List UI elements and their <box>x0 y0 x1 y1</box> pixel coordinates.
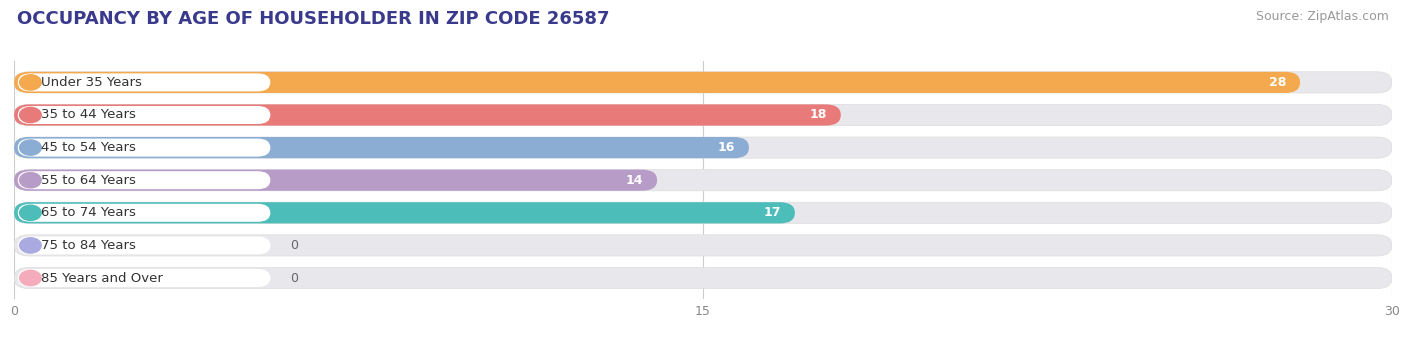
FancyBboxPatch shape <box>14 202 794 223</box>
FancyBboxPatch shape <box>18 171 270 189</box>
FancyBboxPatch shape <box>18 236 270 254</box>
Text: 75 to 84 Years: 75 to 84 Years <box>41 239 135 252</box>
FancyBboxPatch shape <box>18 106 270 124</box>
Text: 35 to 44 Years: 35 to 44 Years <box>41 108 135 121</box>
Text: Under 35 Years: Under 35 Years <box>41 76 142 89</box>
FancyBboxPatch shape <box>14 72 1392 93</box>
Text: 17: 17 <box>763 206 782 219</box>
FancyBboxPatch shape <box>14 268 1392 289</box>
Text: 85 Years and Over: 85 Years and Over <box>41 272 163 285</box>
FancyBboxPatch shape <box>14 137 749 158</box>
Text: 16: 16 <box>718 141 735 154</box>
Text: Source: ZipAtlas.com: Source: ZipAtlas.com <box>1256 10 1389 23</box>
Text: 45 to 54 Years: 45 to 54 Years <box>41 141 135 154</box>
Text: 0: 0 <box>290 272 298 285</box>
FancyBboxPatch shape <box>18 204 270 222</box>
Text: 0: 0 <box>290 239 298 252</box>
FancyBboxPatch shape <box>14 72 1301 93</box>
FancyBboxPatch shape <box>14 104 841 125</box>
FancyBboxPatch shape <box>14 202 1392 223</box>
Circle shape <box>20 205 41 220</box>
Text: OCCUPANCY BY AGE OF HOUSEHOLDER IN ZIP CODE 26587: OCCUPANCY BY AGE OF HOUSEHOLDER IN ZIP C… <box>17 10 609 28</box>
Circle shape <box>20 75 41 90</box>
Text: 14: 14 <box>626 174 644 187</box>
Text: 65 to 74 Years: 65 to 74 Years <box>41 206 135 219</box>
Circle shape <box>20 107 41 123</box>
FancyBboxPatch shape <box>14 235 1392 256</box>
FancyBboxPatch shape <box>18 73 270 91</box>
Text: 18: 18 <box>810 108 827 121</box>
Circle shape <box>20 270 41 286</box>
FancyBboxPatch shape <box>14 170 657 191</box>
Text: 55 to 64 Years: 55 to 64 Years <box>41 174 135 187</box>
Circle shape <box>20 140 41 155</box>
Circle shape <box>20 172 41 188</box>
Circle shape <box>20 238 41 253</box>
FancyBboxPatch shape <box>18 139 270 157</box>
Text: 28: 28 <box>1270 76 1286 89</box>
FancyBboxPatch shape <box>14 137 1392 158</box>
FancyBboxPatch shape <box>14 170 1392 191</box>
FancyBboxPatch shape <box>14 104 1392 125</box>
FancyBboxPatch shape <box>18 269 270 287</box>
